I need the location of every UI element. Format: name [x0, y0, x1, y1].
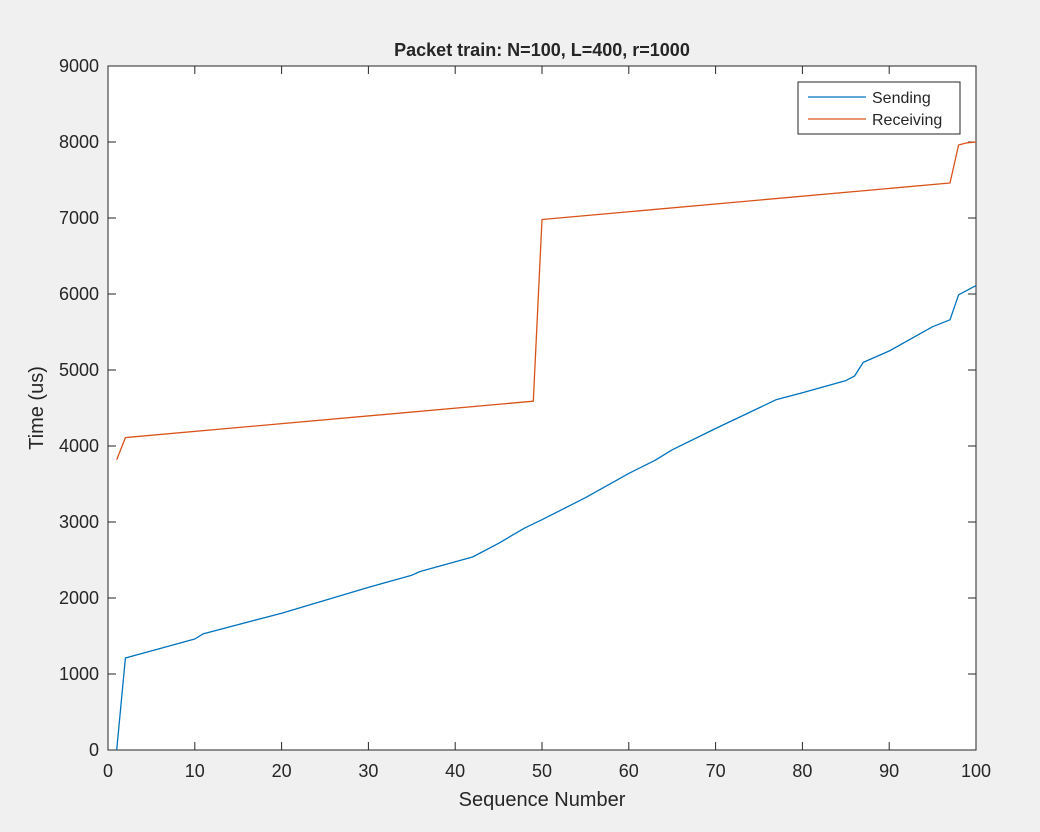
- x-tick-label: 100: [961, 761, 991, 781]
- legend: Sending Receiving: [797, 81, 961, 135]
- y-tick-label: 6000: [59, 284, 99, 304]
- y-tick-label: 8000: [59, 132, 99, 152]
- x-tick-label: 40: [445, 761, 465, 781]
- series-line-receiving: [116, 141, 977, 460]
- legend-box: [797, 81, 961, 135]
- x-tick-label: 10: [185, 761, 205, 781]
- y-tick-label: 5000: [59, 360, 99, 380]
- x-tick-label: 30: [358, 761, 378, 781]
- y-tick-label: 9000: [59, 56, 99, 76]
- x-tick-label: 50: [532, 761, 552, 781]
- y-tick-label: 3000: [59, 512, 99, 532]
- series-line-sending: [116, 285, 977, 751]
- y-tick-label: 2000: [59, 588, 99, 608]
- x-axis-label: Sequence Number: [459, 789, 626, 811]
- x-tick-label: 20: [272, 761, 292, 781]
- y-tick-label: 7000: [59, 208, 99, 228]
- y-tick-label: 0: [89, 740, 99, 760]
- series-group: [116, 141, 977, 751]
- x-tick-label: 60: [619, 761, 639, 781]
- y-axis-label: Time (us): [26, 366, 48, 450]
- legend-label-receiving: Receiving: [872, 112, 942, 129]
- axes: 0 10 20 30 40 50 60 70 80 90 100010002000300040005…: [59, 56, 991, 781]
- x-tick-label: 80: [792, 761, 812, 781]
- legend-label-sending: Sending: [872, 90, 931, 107]
- y-tick-label: 1000: [59, 664, 99, 684]
- x-tick-label: 0: [103, 761, 113, 781]
- x-tick-label: 70: [706, 761, 726, 781]
- chart-title: Packet train: N=100, L=400, r=1000: [394, 40, 690, 60]
- y-tick-label: 4000: [59, 436, 99, 456]
- plot-area: [108, 66, 976, 750]
- x-tick-label: 90: [879, 761, 899, 781]
